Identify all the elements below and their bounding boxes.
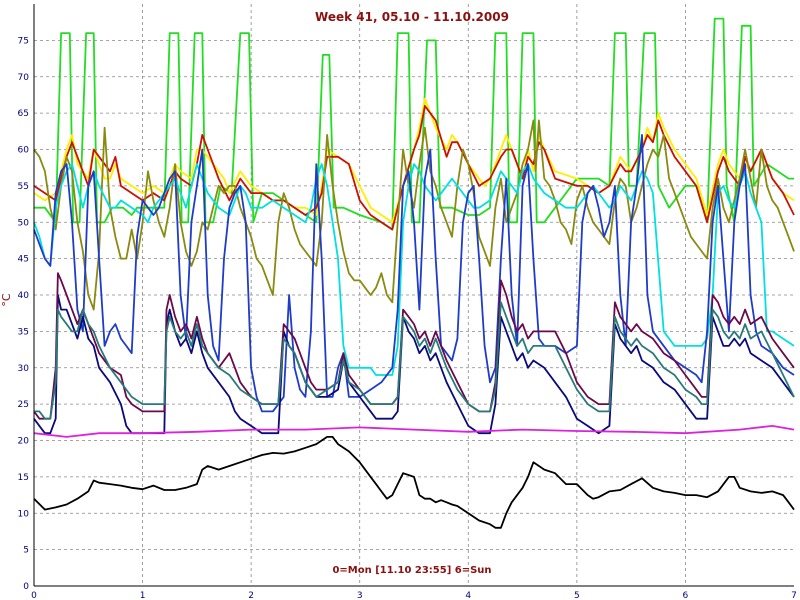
x-tick-label: 1 <box>140 591 146 600</box>
y-tick-label: 65 <box>18 109 29 119</box>
plot-frame <box>33 4 794 587</box>
data-series <box>33 17 795 529</box>
y-tick-label: 25 <box>18 400 29 410</box>
series-line <box>33 105 795 231</box>
series-line <box>33 435 795 529</box>
y-tick-label: 5 <box>23 546 29 556</box>
y-tick-label: 30 <box>18 364 30 374</box>
x-tick-label: 6 <box>683 591 689 600</box>
y-tick-label: 0 <box>23 582 29 592</box>
x-tick-label: 0 <box>31 591 37 600</box>
y-tick-label: 15 <box>18 473 29 483</box>
x-tick-label: 4 <box>465 591 471 600</box>
y-tick-label: 75 <box>18 36 29 46</box>
y-tick-label: 70 <box>18 73 30 83</box>
x-tick-label: 5 <box>574 591 580 600</box>
y-tick-label: 50 <box>18 218 30 228</box>
series-line <box>33 163 795 376</box>
y-tick-label: 20 <box>18 437 30 447</box>
y-tick-label: 60 <box>18 146 30 156</box>
y-tick-label: 55 <box>18 182 29 192</box>
series-line <box>34 301 795 420</box>
y-axis-label: °C <box>0 293 13 307</box>
x-axis-label: 0=Mon [11.10 23:55] 6=Sun <box>332 565 491 576</box>
series-line <box>33 424 795 438</box>
x-tick-label: 3 <box>357 591 363 600</box>
series-line <box>33 133 795 413</box>
y-tick-label: 40 <box>18 291 30 301</box>
series-line <box>33 119 795 311</box>
y-tick-label: 45 <box>18 255 29 265</box>
y-tick-label: 10 <box>18 509 30 519</box>
chart-title: Week 41, 05.10 - 11.10.2009 <box>315 10 509 24</box>
y-tick-label: 35 <box>18 327 29 337</box>
x-tick-label: 7 <box>791 591 797 600</box>
x-tick-label: 2 <box>248 591 254 600</box>
